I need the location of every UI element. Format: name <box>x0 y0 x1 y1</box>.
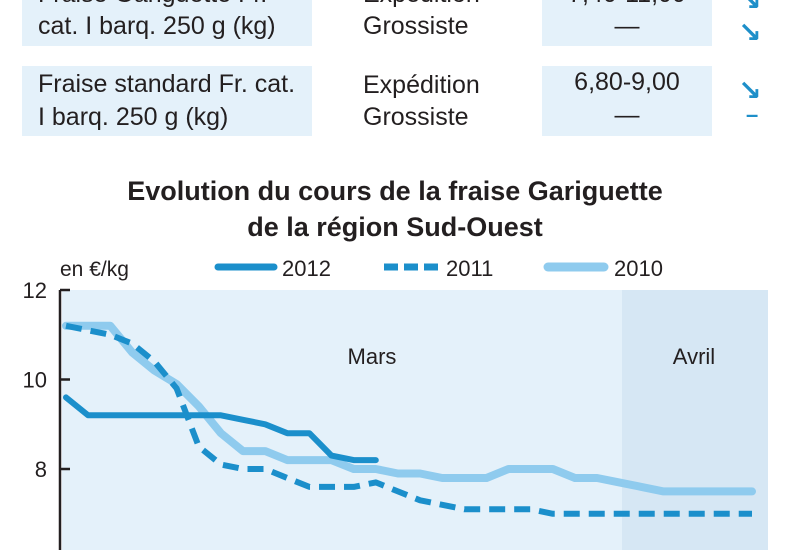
legend: en €/kg 2012 2011 2010 <box>60 256 663 281</box>
market-line2: Grossiste <box>363 12 469 40</box>
y-axis-unit-label: en €/kg <box>60 258 129 281</box>
trend-down-icon: ↘ <box>738 75 762 106</box>
trend-cell <box>714 66 784 136</box>
price-line1: 7,40-11,00 <box>542 0 712 10</box>
series-line-2010 <box>62 321 756 496</box>
series-line-2012 <box>63 394 379 464</box>
price-line2: — <box>614 101 640 129</box>
product-name-line2: I barq. 250 g (kg) <box>38 103 229 131</box>
price-line2: — <box>614 12 640 40</box>
market-line1: Expédition <box>363 71 480 99</box>
y-tick-label: 10 <box>23 368 47 393</box>
legend-label-2010: 2010 <box>614 256 663 281</box>
y-axis: 12 10 8 6 <box>23 278 70 550</box>
april-band <box>622 290 768 550</box>
market-cell <box>314 66 540 136</box>
price-table: Fraise Gariguette Fr. cat. I barq. 250 g… <box>0 0 800 140</box>
price-line1: 6,80-9,00 <box>574 68 680 96</box>
y-tick-label: 6 <box>35 547 47 550</box>
price-cell <box>542 66 712 136</box>
legend-label-2011: 2011 <box>446 256 493 281</box>
table-row <box>0 0 800 46</box>
trend-down-icon: ↘ <box>738 17 762 48</box>
product-name-line1: Fraise Gariguette Fr. <box>38 0 318 10</box>
table-row <box>0 66 800 136</box>
market-line2: Grossiste <box>363 103 469 131</box>
product-cell <box>22 0 312 46</box>
chart-title-line2: de la région Sud-Ouest <box>247 212 543 242</box>
price-cell <box>542 0 712 46</box>
y-tick-label: 8 <box>35 457 47 482</box>
legend-label-2012: 2012 <box>282 256 331 281</box>
product-cell <box>22 66 312 136</box>
period-label-avril: Avril <box>673 344 715 369</box>
product-name-line1: Fraise standard Fr. cat. <box>38 70 296 98</box>
series-lines <box>62 321 756 517</box>
period-label-mars: Mars <box>348 344 397 369</box>
trend-stable-icon: – <box>746 102 759 127</box>
market-line1: Expédition <box>363 0 480 10</box>
period-labels: Mars Avril <box>348 344 716 369</box>
trend-down-icon: ↘ <box>738 0 762 16</box>
chart-title-line1: Evolution du cours de la fraise Gariguet… <box>127 176 663 206</box>
trend-cell <box>714 0 784 46</box>
market-cell <box>314 0 540 46</box>
y-tick-label: 12 <box>23 278 47 303</box>
product-name-line2: cat. I barq. 250 g (kg) <box>38 12 276 40</box>
